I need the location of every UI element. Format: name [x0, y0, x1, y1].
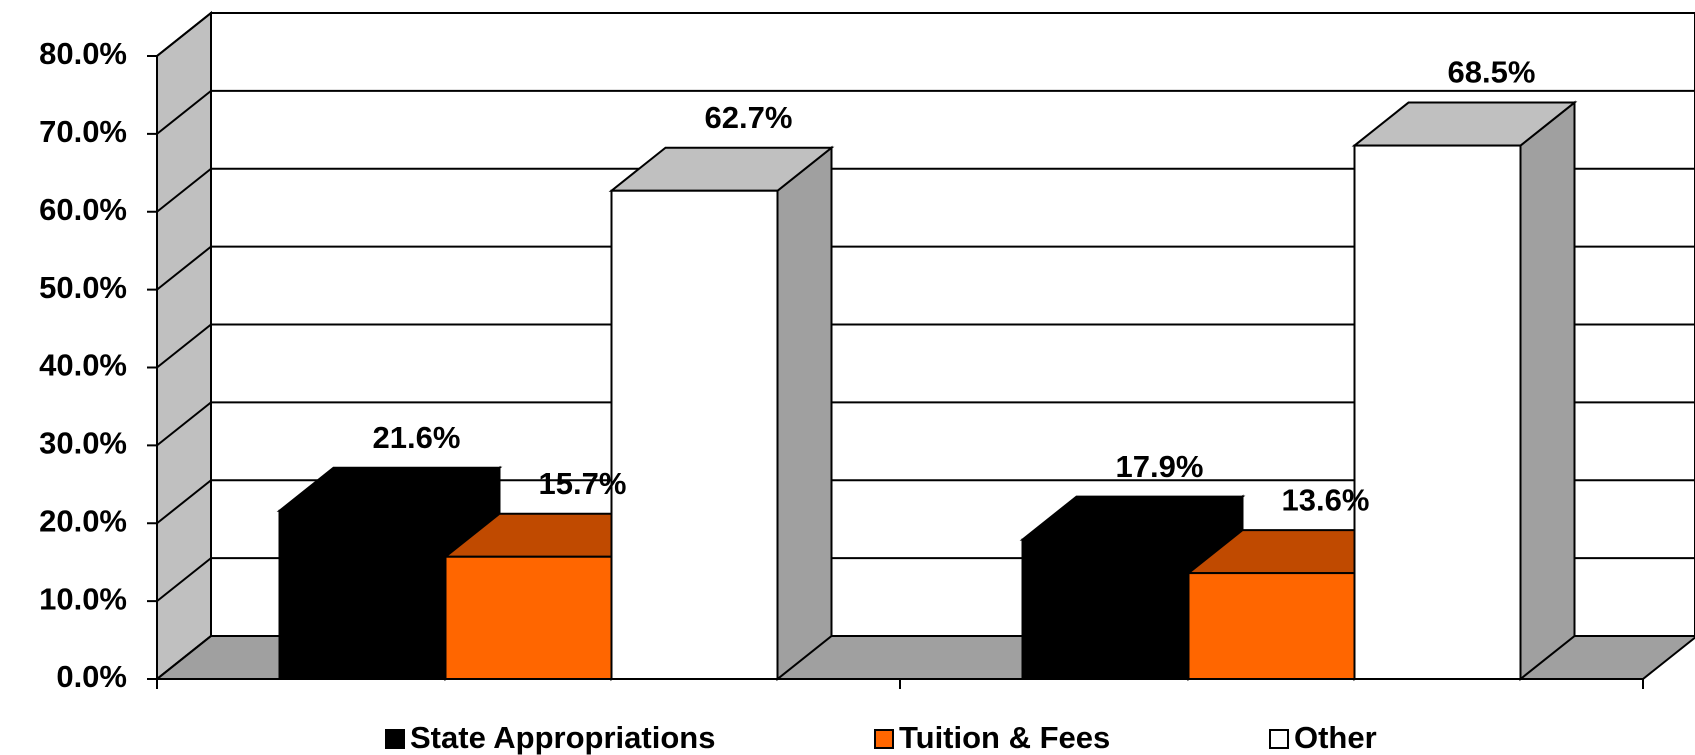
legend-label: Other [1294, 720, 1377, 755]
bar [444, 555, 613, 681]
grid-line [156, 479, 212, 525]
data-label: 15.7% [539, 466, 627, 501]
data-label: 21.6% [373, 420, 461, 455]
y-tick-label: 60.0% [39, 192, 127, 227]
data-label: 68.5% [1448, 55, 1536, 90]
legend-label: State Appropriations [410, 720, 715, 755]
grid-line [156, 401, 212, 447]
bar [278, 509, 447, 681]
y-tick-label: 70.0% [39, 114, 127, 149]
legend-swatch [874, 729, 894, 749]
y-tick-label: 10.0% [39, 581, 127, 616]
grid-line [156, 557, 212, 602]
data-label: 17.9% [1116, 449, 1204, 484]
y-tick-label: 30.0% [39, 426, 127, 461]
data-label: 62.7% [705, 100, 793, 135]
bar-side [1519, 100, 1576, 682]
legend-swatch [1269, 729, 1289, 749]
data-label: 13.6% [1282, 482, 1370, 517]
bar [1187, 572, 1356, 681]
y-tick-label: 50.0% [39, 270, 127, 305]
bar-side [776, 145, 833, 682]
legend-swatch [385, 729, 405, 749]
bar [1021, 538, 1190, 681]
grid-line [156, 323, 212, 369]
bar [610, 189, 779, 680]
grid-line [156, 245, 212, 291]
y-tick-label: 40.0% [39, 348, 127, 383]
grid-line [156, 90, 212, 135]
y-tick-label: 0.0% [56, 659, 127, 694]
grid-line [156, 12, 212, 57]
grid-line [156, 635, 212, 680]
legend-label: Tuition & Fees [899, 720, 1110, 755]
y-tick-label: 20.0% [39, 503, 127, 538]
y-tick-label: 80.0% [39, 36, 127, 71]
grid-line [156, 167, 212, 213]
bar [1353, 144, 1522, 680]
